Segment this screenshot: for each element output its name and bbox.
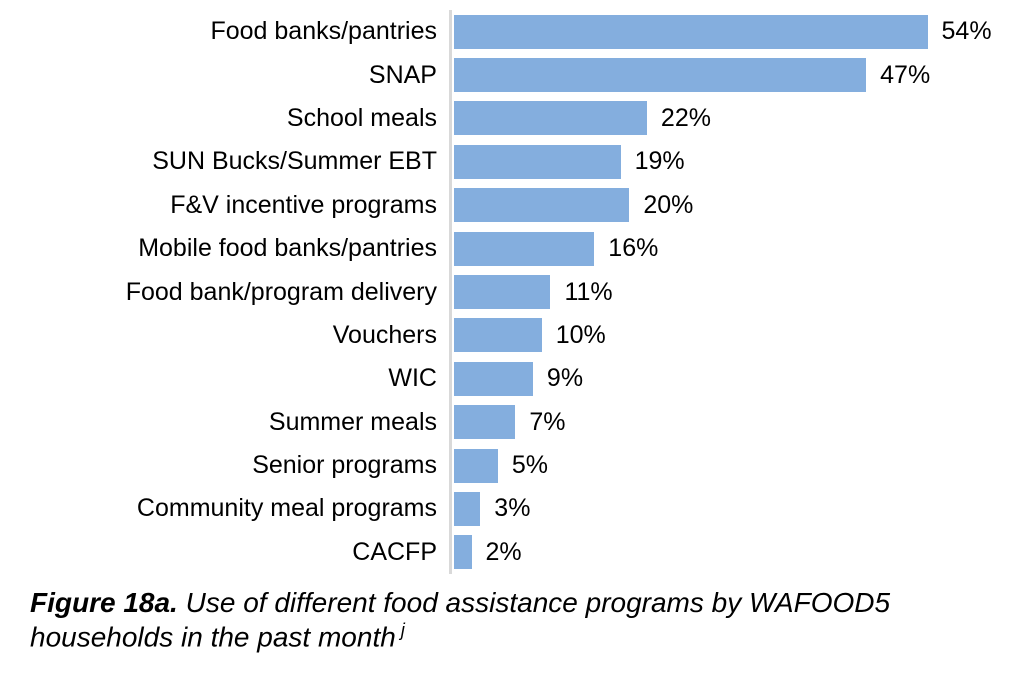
bar: [454, 405, 516, 440]
caption-footnote-marker: j: [400, 620, 405, 641]
chart-row: Vouchers 10%: [0, 313, 1024, 358]
bar: [454, 535, 472, 570]
category-label: Vouchers: [332, 320, 437, 349]
bar: [454, 361, 533, 396]
chart-row: Mobile food banks/pantries 16%: [0, 226, 1024, 271]
figure-caption: Figure 18a. Use of different food assist…: [30, 586, 930, 655]
bar: [454, 58, 867, 93]
value-label: 22%: [660, 103, 711, 132]
category-label: SNAP: [368, 60, 437, 89]
chart-row: CACFP 2%: [0, 530, 1024, 575]
value-label: 10%: [555, 320, 606, 349]
plot-area: 2%: [449, 530, 1024, 575]
value-label: 54%: [941, 17, 992, 46]
category-label: F&V incentive programs: [170, 190, 437, 219]
category-label: Senior programs: [252, 451, 437, 480]
plot-area: 7%: [449, 400, 1024, 444]
value-label: 20%: [643, 190, 694, 219]
chart-row: SNAP 47%: [0, 53, 1024, 97]
chart-row: Summer meals 7%: [0, 400, 1024, 444]
value-label: 9%: [546, 364, 584, 393]
chart-row: Food banks/pantries 54%: [0, 10, 1024, 54]
caption-text: Use of different food assistance program…: [30, 587, 891, 653]
value-label: 19%: [634, 147, 685, 176]
value-label: 7%: [529, 407, 566, 436]
plot-area: 3%: [449, 487, 1024, 531]
category-label: WIC: [388, 364, 437, 393]
plot-area: 9%: [449, 357, 1024, 401]
bar: [454, 144, 621, 179]
plot-area: 54%: [449, 10, 1024, 54]
chart-row: School meals 22%: [0, 96, 1024, 141]
chart-row: Senior programs 5%: [0, 443, 1024, 488]
value-label: 2%: [485, 537, 522, 566]
bar: [454, 448, 498, 483]
plot-area: 11%: [449, 270, 1024, 314]
plot-area: 10%: [449, 313, 1024, 358]
value-label: 16%: [608, 234, 659, 263]
chart-row: Community meal programs 3%: [0, 487, 1024, 531]
plot-area: 16%: [449, 226, 1024, 271]
category-label: SUN Bucks/Summer EBT: [152, 147, 437, 176]
bar: [454, 14, 928, 49]
bar: [454, 318, 542, 353]
bar: [454, 275, 551, 310]
plot-area: 47%: [449, 53, 1024, 97]
plot-area: 5%: [449, 443, 1024, 488]
category-label: School meals: [286, 103, 437, 132]
category-label: Community meal programs: [136, 494, 437, 523]
bar-chart: Food banks/pantries 54% SNAP 47% School meal…: [0, 10, 1024, 575]
chart-row: Food bank/program delivery 11%: [0, 270, 1024, 314]
bar: [454, 188, 630, 223]
bar: [454, 101, 647, 136]
caption-figure-label: Figure 18a.: [30, 587, 178, 619]
category-label: CACFP: [352, 537, 437, 566]
value-label: 11%: [564, 277, 613, 306]
value-label: 5%: [511, 451, 548, 480]
plot-area: 22%: [449, 96, 1024, 141]
plot-area: 19%: [449, 140, 1024, 184]
bar: [454, 491, 481, 526]
value-label: 47%: [880, 60, 931, 89]
category-label: Summer meals: [268, 407, 437, 436]
category-label: Mobile food banks/pantries: [138, 234, 437, 263]
category-label: Food bank/program delivery: [125, 277, 437, 306]
chart-row: SUN Bucks/Summer EBT 19%: [0, 140, 1024, 184]
category-label: Food banks/pantries: [210, 17, 437, 46]
bar: [454, 231, 595, 266]
chart-row: WIC 9%: [0, 357, 1024, 401]
value-label: 3%: [494, 494, 531, 523]
plot-area: 20%: [449, 183, 1024, 227]
chart-row: F&V incentive programs 20%: [0, 183, 1024, 227]
